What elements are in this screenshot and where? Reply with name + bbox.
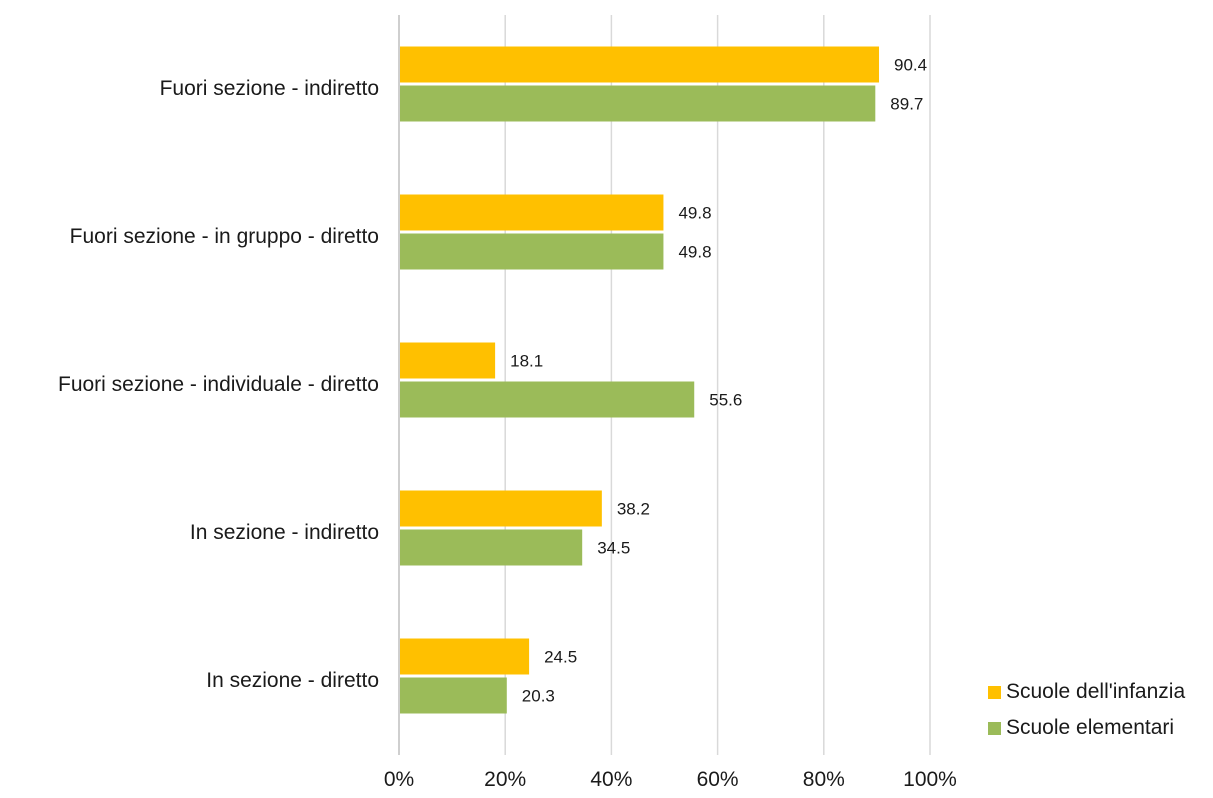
bar-elementari <box>400 233 664 270</box>
bar-elementari <box>400 381 695 418</box>
x-tick-label: 100% <box>903 768 957 791</box>
category-label: In sezione - diretto <box>206 669 379 692</box>
bar-infanzia <box>400 490 602 527</box>
data-label: 89.7 <box>890 95 923 114</box>
data-label: 49.8 <box>678 243 711 262</box>
data-labels: 90.4 89.7 49.8 49.8 18.1 55.6 38.2 34.5 24.5 20.3 <box>510 56 927 706</box>
bar-elementari <box>400 85 876 122</box>
category-label: Fuori sezione - in gruppo - diretto <box>70 225 379 248</box>
bar-elementari <box>400 529 583 566</box>
x-tick-label: 20% <box>484 768 526 791</box>
data-label: 18.1 <box>510 352 543 371</box>
category-label: Fuori sezione - individuale - diretto <box>58 373 379 396</box>
x-tick-label: 60% <box>697 768 739 791</box>
x-tick-label: 40% <box>590 768 632 791</box>
x-axis-tick-labels: 0% 20% 40% 60% 80% 100% <box>384 768 957 791</box>
bar-infanzia <box>400 194 664 231</box>
bars <box>400 46 880 714</box>
legend-item-infanzia: Scuole dell'infanzia <box>988 674 1185 710</box>
legend-swatch <box>988 685 1001 699</box>
category-labels: Fuori sezione - indiretto Fuori sezione … <box>58 77 379 692</box>
data-label: 49.8 <box>678 204 711 223</box>
category-label: Fuori sezione - indiretto <box>160 77 379 100</box>
legend-label: Scuole dell'infanzia <box>1006 680 1186 703</box>
legend-item-elementari: Scuole elementari <box>988 710 1185 746</box>
data-label: 34.5 <box>597 539 630 558</box>
data-label: 20.3 <box>522 687 555 706</box>
bar-infanzia <box>400 46 880 83</box>
data-label: 38.2 <box>617 500 650 519</box>
legend-label: Scuole elementari <box>1006 716 1175 739</box>
data-label: 55.6 <box>709 391 742 410</box>
bar-infanzia <box>400 638 530 675</box>
bar-infanzia <box>400 342 496 379</box>
bar-elementari <box>400 677 507 714</box>
data-label: 24.5 <box>544 648 577 667</box>
legend-swatch <box>988 721 1001 735</box>
category-label: In sezione - indiretto <box>190 521 379 544</box>
legend: Scuole dell'infanzia Scuole elementari <box>988 674 1185 746</box>
x-tick-label: 0% <box>384 768 414 791</box>
x-tick-label: 80% <box>803 768 845 791</box>
data-label: 90.4 <box>894 56 927 75</box>
